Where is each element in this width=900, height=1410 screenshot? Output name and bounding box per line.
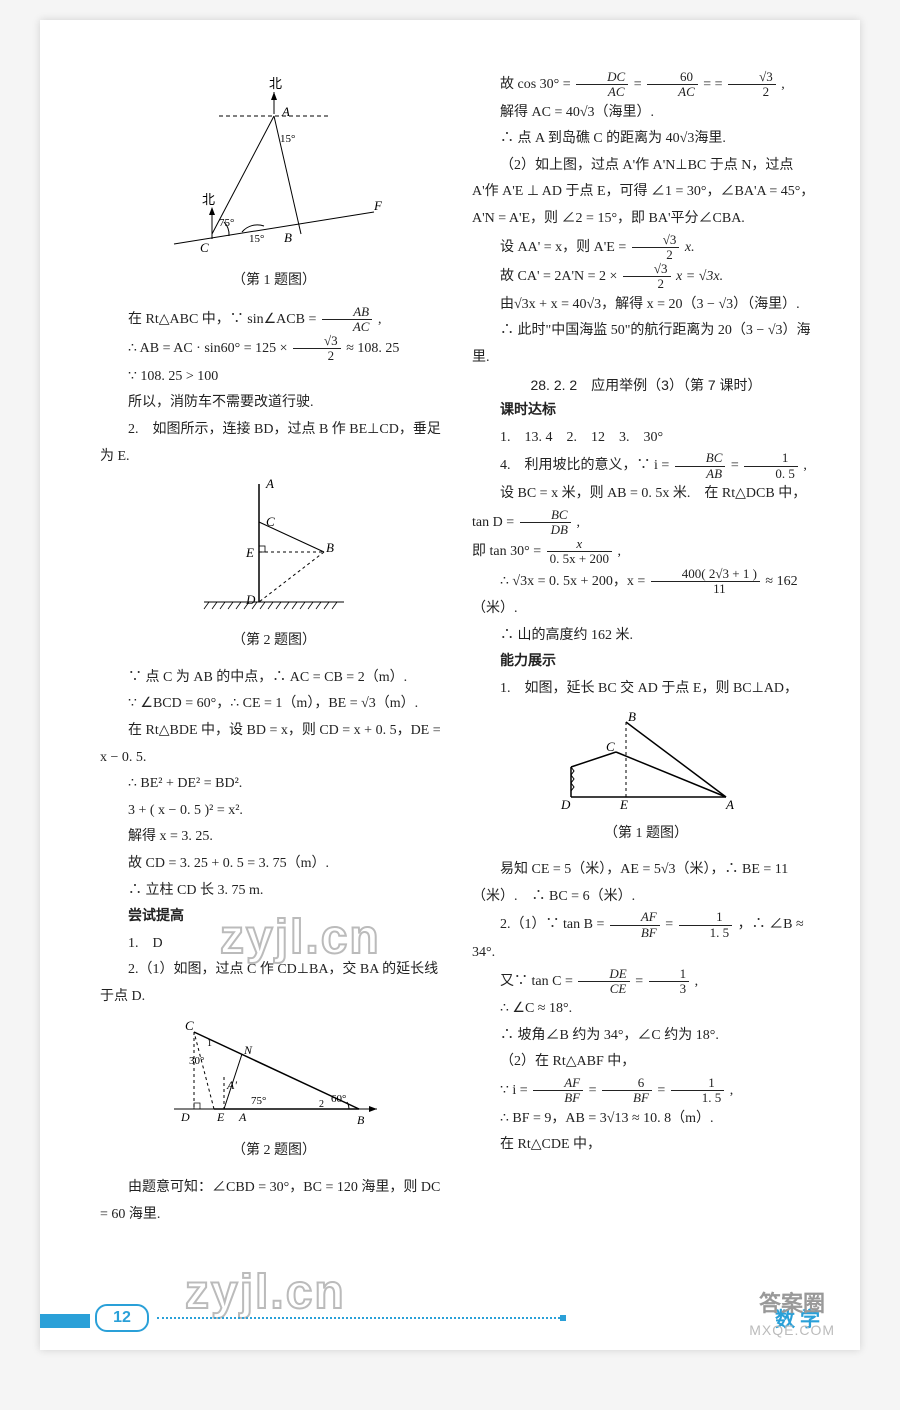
heading-ability: 能力展示 [472,649,820,676]
figure-2-caption: （第 2 题图） [100,628,448,655]
figure-3-caption: （第 2 题图） [100,1138,448,1165]
page: 北 A 15° 北 F 75° 15° B C [40,20,860,1350]
svg-text:B: B [284,230,292,245]
svg-text:15°: 15° [280,133,295,145]
r-p9c: ∴ BF = 9，AB = 3√13 ≈ 10. 8（m）. [472,1106,820,1133]
figure-1: 北 A 15° 北 F 75° 15° B C [100,74,448,295]
figure-1-caption: （第 1 题图） [100,268,448,295]
figure-4: B C D E A （第 1 题图） [472,707,820,848]
r-p9a: （2）在 Rt△ABF 中， [472,1049,820,1076]
svg-text:75°: 75° [219,217,234,229]
svg-text:C: C [606,739,615,754]
r-p3c: 由√3x + x = 40√3，解得 x = 20（3 − √3）（海里）. [472,292,820,319]
svg-text:A: A [725,797,734,812]
section-title: 28. 2. 2 应用举例（3）（第 7 课时） [472,372,820,399]
svg-text:2: 2 [319,1099,324,1110]
svg-text:1: 1 [207,1038,212,1049]
r-p1b: 解得 AC = 40√3（海里）. [472,100,820,127]
svg-text:B: B [357,1113,365,1127]
heading-keshi: 课时达标 [472,398,820,425]
l-p4: 2.（1）如图，过点 C 作 CD⊥BA，交 BA 的延长线于点 D. [100,957,448,1010]
r-p8c: ∴ ∠C ≈ 18°. [472,996,820,1023]
svg-text:北: 北 [269,76,282,91]
r-p3d: ∴ 此时"中国海监 50"的航行距离为 20（3 − √3）海里. [472,318,820,371]
r-p8b: 又∵ tan C = DECE = 13 , [472,967,820,997]
svg-text:30°: 30° [189,1055,204,1067]
r-p5b: 设 BC = x 米，则 AB = 0. 5x 米. 在 Rt△DCB 中，ta… [472,481,820,537]
r-p3a: 设 AA' = x，则 A'E = √32 x. [472,233,820,263]
r-p8a: 2.（1）∵ tan B = AFBF = 11. 5 ，∴ ∠B ≈ 34°. [472,910,820,966]
l-p2b: ∵ ∠BCD = 60°，∴ CE = 1（m），BE = √3（m）. [100,691,448,718]
l-p2g: 故 CD = 3. 25 + 0. 5 = 3. 75（m）. [100,851,448,878]
svg-text:15°: 15° [249,233,264,245]
r-p5a: 4. 利用坡比的意义，∵ i = BCAB = 10. 5 , [472,451,820,481]
l-p3: 1. D [100,931,448,958]
line-p1c: ∵ 108. 25 > 100 [100,364,448,391]
line-p1a: 在 Rt△ABC 中，∵ sin∠ACB = ABAC , [100,305,448,335]
line-p1b: ∴ AB = AC · sin60° = 125 × √32 ≈ 108. 25 [100,334,448,364]
svg-text:A': A' [226,1078,237,1092]
svg-text:60°: 60° [331,1093,346,1105]
footer-dotted-line [157,1317,560,1319]
l-p2a: ∵ 点 C 为 AB 的中点，∴ AC = CB = 2（m）. [100,665,448,692]
svg-text:D: D [180,1110,190,1124]
r-p2: （2）如上图，过点 A'作 A'N⊥BC 于点 N，过点 A'作 A'E ⊥ A… [472,153,820,233]
svg-text:E: E [216,1110,225,1124]
svg-text:F: F [373,198,383,213]
svg-text:B: B [628,709,636,724]
figure-2: A C B E D [100,474,448,655]
l-p2c: 在 Rt△BDE 中，设 BD = x，则 CD = x + 0. 5，DE =… [100,718,448,771]
r-p7: 易知 CE = 5（米），AE = 5√3（米），∴ BE = 11（米）. ∴… [472,857,820,910]
svg-text:D: D [560,797,571,812]
svg-text:A: A [265,476,274,491]
r-p5e: ∴ 山的高度约 162 米. [472,623,820,650]
svg-text:75°: 75° [251,1095,266,1107]
line-p2: 2. 如图所示，连接 BD，过点 B 作 BE⊥CD，垂足为 E. [100,417,448,470]
line-p1d: 所以，消防车不需要改道行驶. [100,390,448,417]
left-column: 北 A 15° 北 F 75° 15° B C [100,70,448,1228]
r-p1a: 故 cos 30° = DCAC = 60AC = = √32 , [472,70,820,100]
svg-text:E: E [619,797,628,812]
r-p8d: ∴ 坡角∠B 约为 34°，∠C 约为 18°. [472,1023,820,1050]
footer: 12 [40,1304,860,1332]
r-p9d: 在 Rt△CDE 中， [472,1132,820,1159]
svg-text:A: A [281,104,290,119]
svg-text:A: A [238,1110,247,1124]
page-number: 12 [95,1304,149,1332]
l-p2f: 解得 x = 3. 25. [100,824,448,851]
figure-4-caption: （第 1 题图） [472,821,820,848]
r-p1c: ∴ 点 A 到岛礁 C 的距离为 40√3海里. [472,126,820,153]
stamp-text-2: MXQE.COM [749,1322,835,1338]
content-columns: 北 A 15° 北 F 75° 15° B C [40,20,860,1248]
l-p2e: 3 + ( x − 0. 5 )² = x². [100,798,448,825]
svg-text:C: C [185,1018,194,1033]
svg-text:N: N [243,1043,253,1057]
svg-text:B: B [326,540,334,555]
svg-text:C: C [200,240,209,255]
l-p2h: ∴ 立柱 CD 长 3. 75 m. [100,878,448,905]
r-p9b: ∵ i = AFBF = 6BF = 11. 5 , [472,1076,820,1106]
l-p2d: ∴ BE² + DE² = BD². [100,771,448,798]
l-p5: 由题意可知：∠CBD = 30°，BC = 120 海里，则 DC = 60 海… [100,1175,448,1228]
heading-try: 尝试提高 [100,904,448,931]
stamp-text-1: 答案圈 [759,1286,825,1318]
r-p3b: 故 CA' = 2A'N = 2 × √32 x = √3x. [472,262,820,292]
r-p6: 1. 如图，延长 BC 交 AD 于点 E，则 BC⊥AD， [472,676,820,703]
svg-text:北: 北 [202,192,215,207]
figure-3: C N D E A A' B 30° 75° 60° 1 2 （第 2 题图） [100,1014,448,1165]
r-p5c: 即 tan 30° = x0. 5x + 200 , [472,537,820,567]
svg-text:C: C [266,514,275,529]
right-column: 故 cos 30° = DCAC = 60AC = = √32 , 解得 AC … [472,70,820,1228]
r-p5d: ∴ √3x = 0. 5x + 200，x = 400( 2√3 + 1 )11… [472,567,820,623]
r-p4: 1. 13. 4 2. 12 3. 30° [472,425,820,452]
svg-text:E: E [245,545,254,560]
